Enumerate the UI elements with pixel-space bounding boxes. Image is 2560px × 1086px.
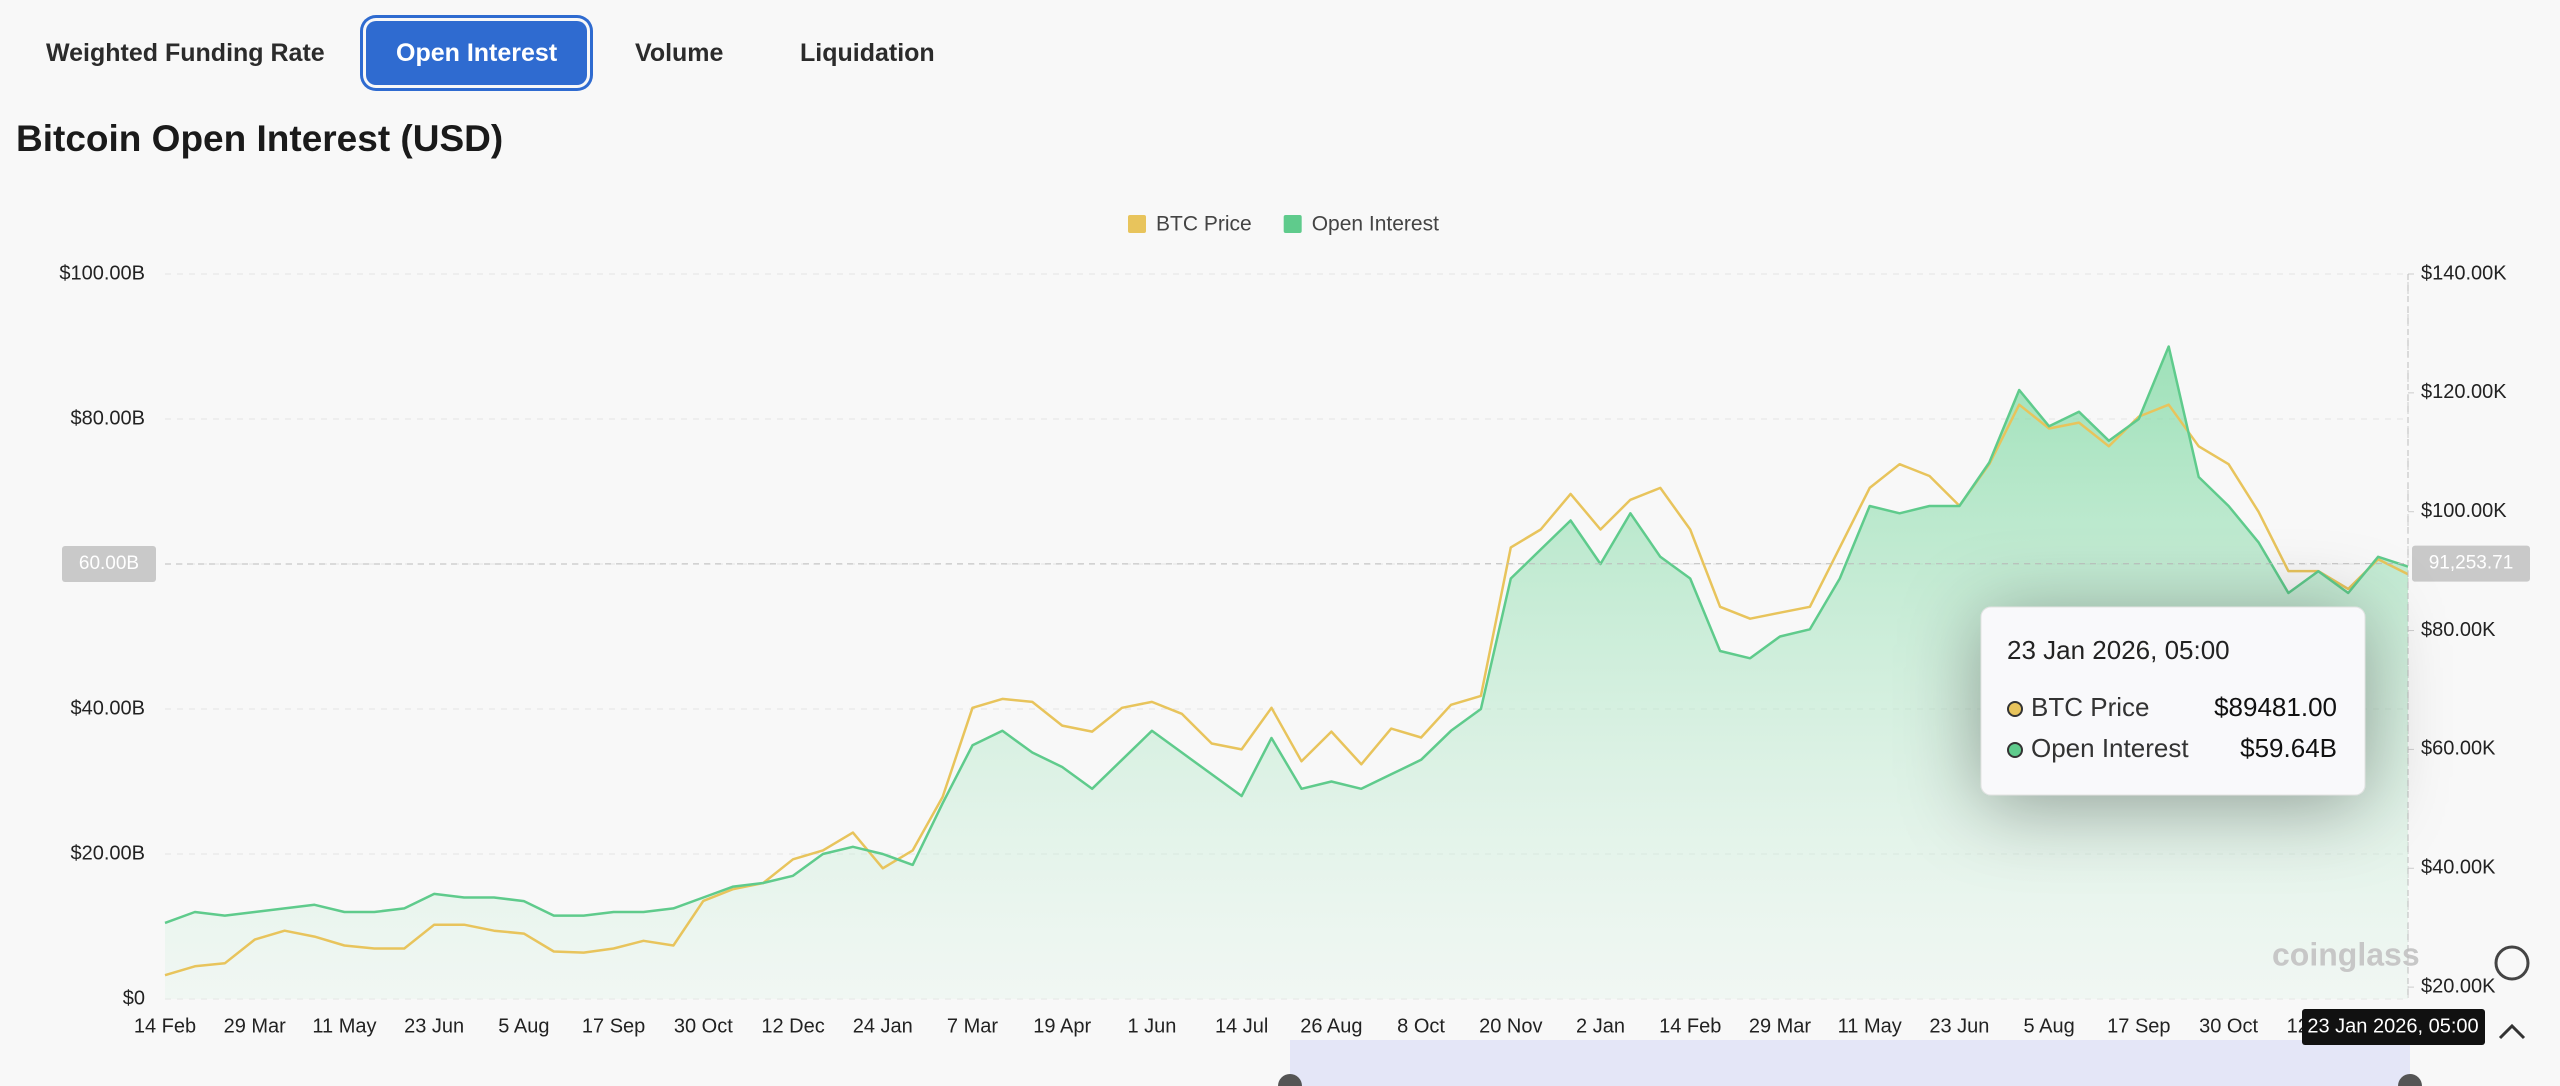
tooltip-name: BTC Price	[2031, 692, 2149, 722]
y2-tick-label: $100.00K	[2421, 500, 2507, 522]
y-tick-label: $100.00B	[59, 262, 145, 284]
x-tick-label: 20 Nov	[1479, 1015, 1542, 1037]
crosshair-x-label: 23 Jan 2026, 05:00	[2307, 1015, 2478, 1037]
crosshair-y-label: 60.00B	[79, 553, 139, 574]
navigator-handle[interactable]	[2398, 1074, 2422, 1086]
y2-tick-label: $140.00K	[2421, 262, 2507, 284]
legend-swatch	[1283, 215, 1302, 233]
tooltip-name: Open Interest	[2031, 733, 2189, 763]
x-tick-label: 23 Jun	[1929, 1015, 1989, 1037]
y-tick-label: $0	[123, 987, 145, 1009]
navigator[interactable]	[1290, 1040, 2410, 1086]
tooltip-value: $59.64B	[2240, 733, 2337, 763]
x-tick-label: 26 Aug	[1300, 1015, 1362, 1037]
y-tick-label: $20.00B	[70, 842, 145, 864]
x-tick-label: 14 Feb	[134, 1015, 196, 1037]
tab[interactable]: Weighted Funding Rate	[46, 39, 325, 67]
x-tick-label: 17 Sep	[582, 1015, 645, 1037]
x-tick-label: 12 Dec	[761, 1015, 824, 1037]
tooltip-value: $89481.00	[2214, 692, 2337, 722]
scroll-top-icon[interactable]	[2498, 1023, 2526, 1040]
x-tick-label: 14 Jul	[1215, 1015, 1268, 1037]
crosshair-label-box	[2302, 1009, 2485, 1045]
x-tick-label: 17 Sep	[2107, 1015, 2170, 1037]
tab[interactable]: Volume	[635, 39, 724, 67]
crosshair-label-box	[2412, 545, 2530, 582]
x-tick-label: 5 Aug	[498, 1015, 549, 1037]
area	[165, 346, 2408, 999]
y-tick-label: $80.00B	[70, 407, 145, 429]
y2-tick-label: $60.00K	[2421, 738, 2496, 760]
x-tick-label: 30 Oct	[674, 1015, 733, 1037]
tooltip-dot	[2007, 742, 2023, 758]
x-tick-label: 24 Jan	[853, 1015, 913, 1037]
y2-tick-label: $80.00K	[2421, 619, 2496, 641]
x-tick-label: 14 Feb	[1659, 1015, 1721, 1037]
tab[interactable]: Liquidation	[800, 39, 935, 67]
x-tick-label: 29 Mar	[224, 1015, 287, 1037]
y2-tick-label: $20.00K	[2421, 975, 2496, 997]
clock-icon[interactable]	[2494, 945, 2530, 981]
legend-label: Open Interest	[1312, 213, 1439, 236]
tab[interactable]: Open Interest	[366, 21, 588, 85]
x-tick-label: 8 Oct	[1397, 1015, 1445, 1037]
x-tick-label: 1 Jun	[1127, 1015, 1176, 1037]
legend-swatch	[1128, 215, 1146, 233]
tooltip-title: 23 Jan 2026, 05:00	[2007, 635, 2230, 665]
line	[164, 403, 2409, 977]
line	[164, 345, 2409, 925]
x-tick-label: 11 May	[312, 1015, 376, 1037]
crosshair-label-box	[62, 546, 156, 582]
tooltip	[1980, 606, 2366, 796]
x-tick-label: 29 Mar	[1749, 1015, 1812, 1037]
x-tick-label: 19 Apr	[1033, 1015, 1091, 1037]
x-tick-label: 7 Mar	[947, 1015, 998, 1037]
x-tick-label: 5 Aug	[2024, 1015, 2075, 1037]
crosshair-y2-label: 91,253.71	[2429, 553, 2514, 574]
x-tick-label: 30 Oct	[2199, 1015, 2258, 1037]
legend-label: BTC Price	[1156, 213, 1252, 236]
y-tick-label: $40.00B	[70, 697, 145, 719]
tooltip-dot	[2007, 701, 2023, 717]
x-tick-label: 23 Jun	[404, 1015, 464, 1037]
x-tick-label: 11 May	[1838, 1015, 1902, 1037]
plot: $0 $20.00B $40.00B 60.00B $80.00B $100.00B $20…	[59, 213, 2530, 1045]
y2-tick-label: $120.00K	[2421, 381, 2507, 403]
watermark: coinglass	[2272, 936, 2420, 972]
navigator-handle[interactable]	[1278, 1074, 1302, 1086]
chart-title: Bitcoin Open Interest (USD)	[16, 118, 504, 159]
y2-tick-label: $40.00K	[2421, 857, 2496, 879]
x-tick-label: 2 Jan	[1576, 1015, 1625, 1037]
